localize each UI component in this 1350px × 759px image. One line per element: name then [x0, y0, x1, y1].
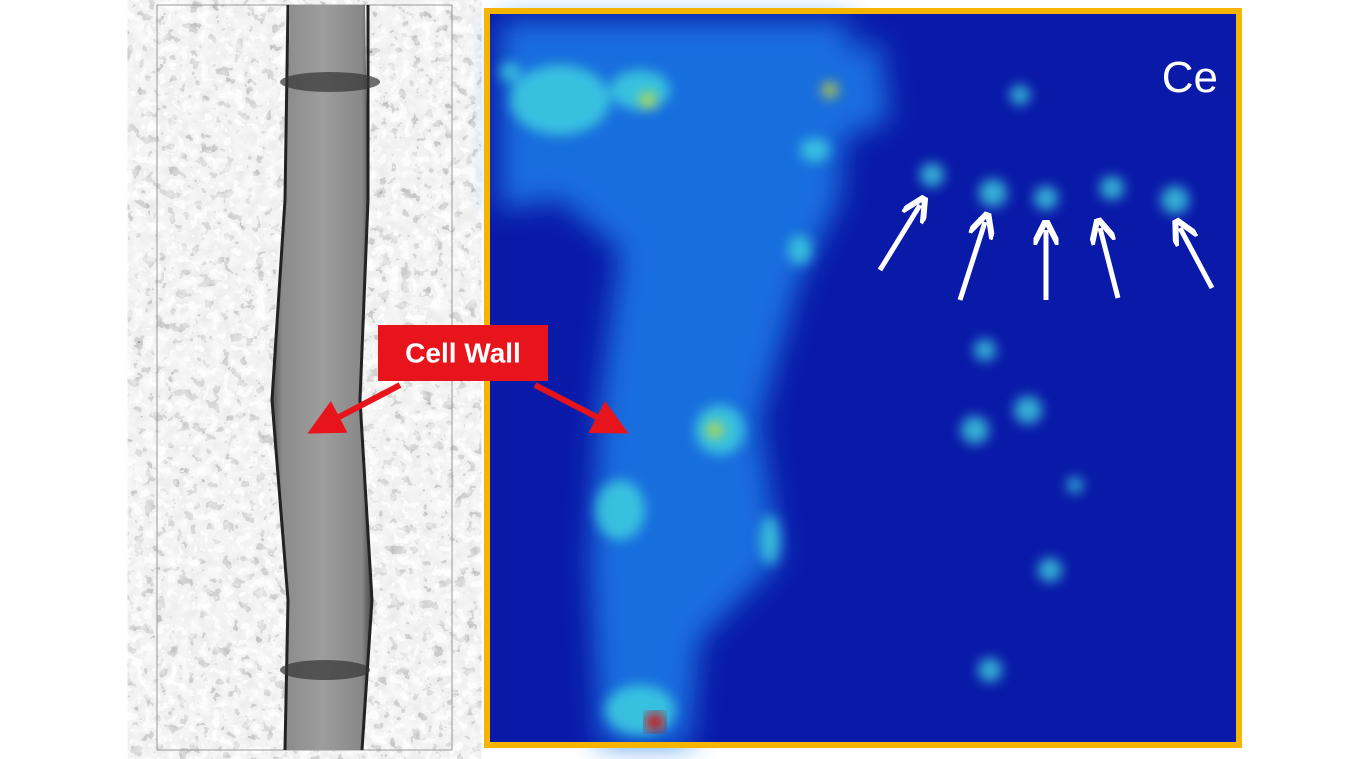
particle-arrows: [877, 205, 1215, 301]
callout-label: Cell Wall: [405, 337, 521, 368]
callout: Cell Wall: [307, 325, 629, 434]
element-map: Ce: [484, 8, 1242, 748]
element-label: Ce: [1162, 53, 1218, 102]
